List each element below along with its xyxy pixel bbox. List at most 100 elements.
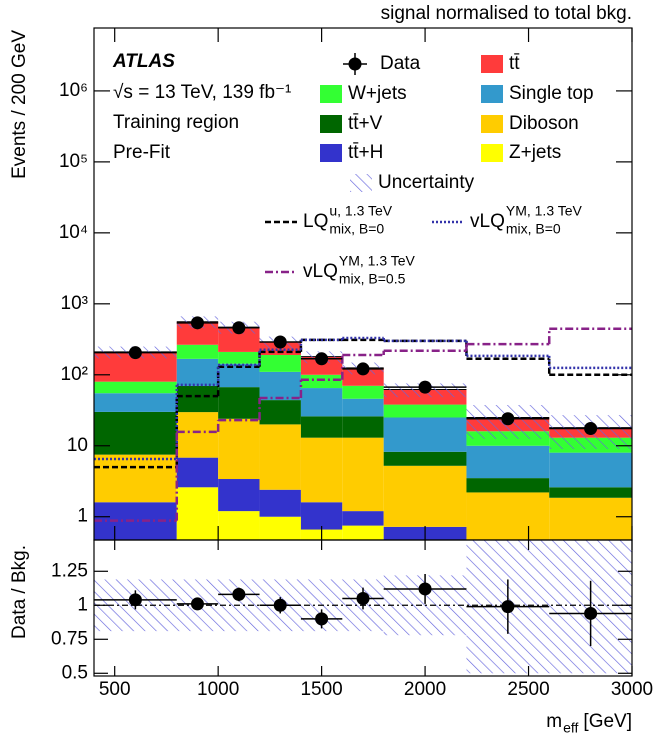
stack-bar (259, 400, 301, 425)
x-tick-label: 1500 (300, 679, 342, 700)
ratio-plot (94, 540, 632, 674)
stack-bar (259, 424, 301, 490)
stack-bar (466, 478, 550, 493)
ratio-y-tick-label: 0.75 (51, 628, 88, 649)
data-point (232, 321, 246, 335)
stack-bar (176, 457, 219, 488)
ratio-y-tick-label: 1 (77, 594, 88, 615)
stack-bar (176, 358, 219, 386)
stack-bar (218, 387, 260, 419)
data-point (356, 362, 370, 376)
stack-bar (218, 418, 260, 480)
x-axis-label-sub: eff (563, 720, 578, 736)
y-tick-label: 10⁵ (59, 151, 88, 172)
y-axis-label: Events / 200 GeV (9, 30, 30, 179)
legend-label: Uncertainty (378, 172, 475, 193)
stack-bar (300, 388, 343, 417)
data-point (315, 352, 329, 366)
legend-label: Z+jets (509, 142, 561, 163)
ratio-point (584, 606, 598, 620)
ratio-point (232, 587, 246, 601)
stack-bar (383, 451, 467, 466)
stack-bar (259, 489, 301, 517)
ratio-point (315, 612, 329, 626)
data-point (128, 346, 142, 360)
stack-bar (176, 487, 219, 540)
stack-bar (383, 404, 467, 418)
stack-bar (383, 417, 467, 452)
legend-marker (348, 57, 362, 71)
main-plot (94, 316, 632, 540)
legend-swatch (320, 144, 342, 162)
legend-label: tt̄+V (348, 113, 383, 134)
stack-bar (176, 412, 219, 458)
y-tick-label: 10³ (61, 293, 88, 314)
legend-label: Data (380, 53, 421, 74)
legend-label-sub: mix, B=0.5 (339, 271, 406, 287)
stack-bar (342, 416, 384, 438)
legend-swatch (481, 115, 503, 133)
stack-bar (300, 374, 343, 389)
data-point (418, 380, 432, 394)
annotation: Pre-Fit (113, 142, 171, 163)
ratio-point (128, 593, 142, 607)
legend-swatch (320, 85, 342, 103)
stack-bar (218, 363, 260, 388)
data-point (584, 422, 598, 436)
legend-swatch (350, 174, 372, 192)
x-tick-label: 500 (99, 679, 131, 700)
legend-label: Single top (509, 83, 594, 104)
stack-bar (383, 465, 467, 527)
legend-swatch (481, 144, 503, 162)
ratio-point (273, 598, 287, 612)
legend-swatch (481, 55, 503, 73)
y-tick-label: 10² (61, 364, 88, 385)
stack-bar (94, 393, 177, 412)
x-tick-label: 2000 (404, 679, 446, 700)
legend-label: Diboson (509, 113, 579, 134)
data-point (190, 316, 204, 330)
y-tick-label: 1 (77, 506, 88, 527)
stack-bar (300, 502, 343, 530)
ratio-y-axis-label: Data / Bkg. (9, 545, 30, 639)
stack-bar (549, 497, 632, 540)
y-tick-label: 10⁴ (59, 222, 88, 243)
x-tick-label: 3000 (611, 679, 653, 700)
legend-label: vLQ (303, 261, 338, 282)
ratio-y-tick-label: 0.5 (62, 662, 88, 683)
y-tick-label: 10 (67, 435, 88, 456)
stack-bar (300, 437, 343, 503)
annotation: √s = 13 TeV, 139 fb⁻¹ (113, 82, 291, 103)
stack-bar (176, 385, 219, 413)
x-axis-label-unit: [GeV] (583, 711, 632, 732)
stack-bar (259, 355, 301, 372)
legend-label-sub: mix, B=0 (329, 221, 384, 237)
chart-title: signal normalised to total bkg. (381, 3, 632, 24)
ratio-point (501, 600, 515, 614)
legend-label: vLQ (470, 211, 505, 232)
legend-swatch (481, 85, 503, 103)
stack-bar (94, 381, 177, 394)
stack-bar (94, 411, 177, 455)
legend-label: W+jets (348, 83, 407, 104)
ratio-point (418, 582, 432, 596)
stack-bar (342, 525, 384, 540)
x-axis-label: m (546, 711, 562, 732)
stack-bar (218, 511, 260, 540)
stack-bar (218, 479, 260, 512)
legend-label-sub: mix, B=0 (506, 221, 561, 237)
stack-bar (549, 452, 632, 488)
y-tick-label: 10⁶ (59, 80, 88, 101)
annotation: Training region (113, 112, 239, 133)
legend-label: tt̄ (509, 53, 520, 74)
data-point (501, 412, 515, 426)
stack-bar (259, 516, 301, 540)
legend-label-sup: YM, 1.3 TeV (339, 253, 416, 269)
ratio-y-tick-label: 1.25 (51, 560, 88, 581)
legend-label: tt̄+H (348, 142, 383, 163)
atlas-label: ATLAS (112, 51, 175, 72)
ratio-point (190, 597, 204, 611)
stack-bar (342, 437, 384, 512)
x-tick-label: 1000 (197, 679, 239, 700)
